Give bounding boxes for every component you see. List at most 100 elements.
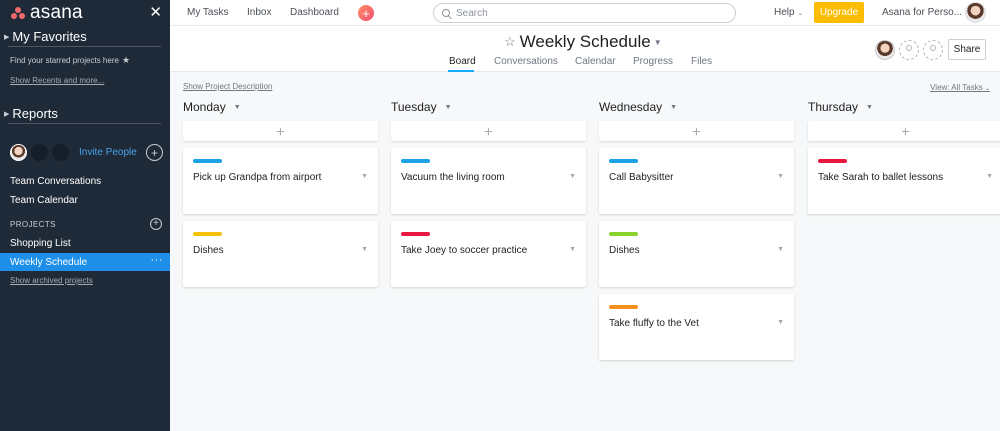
chevron-down-icon[interactable]: ▼ bbox=[986, 173, 993, 180]
sidebar: asana ✕ ▶ My Favorites Find your starred… bbox=[0, 0, 170, 431]
chevron-down-icon[interactable]: ▼ bbox=[361, 246, 368, 253]
favorites-hint-text: Find your starred projects here bbox=[10, 56, 119, 65]
task-card[interactable]: Take Sarah to ballet lessons ▼ bbox=[808, 148, 1000, 214]
caret-icon: ▶ bbox=[4, 33, 10, 41]
sidebar-item-weekly-schedule[interactable]: Weekly Schedule ··· bbox=[0, 253, 170, 271]
avatar[interactable] bbox=[10, 143, 27, 161]
active-tab-indicator bbox=[448, 70, 474, 72]
task-title: Pick up Grandpa from airport bbox=[193, 172, 322, 183]
chevron-down-icon[interactable]: ▼ bbox=[569, 173, 576, 180]
star-icon: ★ bbox=[121, 55, 131, 65]
person-icon bbox=[930, 45, 936, 51]
task-card[interactable]: Vacuum the living room ▼ bbox=[391, 148, 586, 214]
invite-people-link[interactable]: Invite People bbox=[79, 146, 137, 158]
view-filter[interactable]: View: All Tasks ⌄ bbox=[930, 83, 990, 92]
add-project-plus-icon[interactable]: + bbox=[150, 218, 162, 230]
search-icon bbox=[442, 9, 450, 17]
tab-files[interactable]: Files bbox=[691, 56, 713, 67]
tab-calendar[interactable]: Calendar bbox=[575, 56, 616, 67]
task-card[interactable]: Call Babysitter ▼ bbox=[599, 148, 794, 214]
logo-text: asana bbox=[30, 2, 83, 23]
add-task-button[interactable]: + bbox=[183, 121, 378, 141]
task-card[interactable]: Take Joey to soccer practice ▼ bbox=[391, 221, 586, 287]
chevron-down-icon[interactable]: ▼ bbox=[777, 173, 784, 180]
board-column: Wednesday ▼ + Call Babysitter ▼ Dishes ▼ Take f… bbox=[599, 98, 794, 360]
search-input[interactable] bbox=[456, 7, 716, 19]
chevron-down-icon[interactable]: ▼ bbox=[866, 103, 873, 111]
task-title: Call Babysitter bbox=[609, 172, 674, 183]
chevron-down-icon[interactable]: ▼ bbox=[653, 37, 662, 47]
sidebar-item-label: Weekly Schedule bbox=[10, 256, 88, 268]
star-icon[interactable]: ☆ bbox=[504, 34, 516, 49]
search-bar[interactable] bbox=[433, 3, 736, 23]
add-member-icon[interactable] bbox=[899, 40, 919, 60]
favorites-header[interactable]: ▶ My Favorites bbox=[4, 29, 87, 44]
sidebar-item-team-calendar[interactable]: Team Calendar bbox=[10, 195, 78, 206]
chevron-down-icon: ⌄ bbox=[984, 86, 990, 92]
sidebar-item-team-conversations[interactable]: Team Conversations bbox=[10, 176, 102, 187]
tag-color-bar bbox=[609, 305, 638, 309]
tag-color-bar bbox=[818, 159, 847, 163]
task-title: Dishes bbox=[609, 245, 640, 256]
task-card[interactable]: Take fluffy to the Vet ▼ bbox=[599, 294, 794, 360]
tag-color-bar bbox=[193, 159, 222, 163]
chevron-down-icon[interactable]: ▼ bbox=[670, 103, 678, 111]
column-header[interactable]: Tuesday ▼ bbox=[391, 98, 586, 116]
chevron-down-icon[interactable]: ▼ bbox=[569, 246, 576, 253]
nav-dashboard[interactable]: Dashboard bbox=[290, 7, 339, 18]
tab-board[interactable]: Board bbox=[449, 56, 476, 67]
show-recents-link[interactable]: Show Recents and more... bbox=[10, 76, 105, 85]
add-task-button[interactable]: + bbox=[599, 121, 794, 141]
column-title: Wednesday bbox=[599, 100, 663, 114]
quick-add-plus-icon[interactable]: + bbox=[358, 5, 374, 21]
close-icon[interactable]: ✕ bbox=[149, 4, 162, 21]
task-title: Take fluffy to the Vet bbox=[609, 318, 699, 329]
member-avatar[interactable] bbox=[875, 40, 895, 60]
tag-color-bar bbox=[609, 232, 638, 236]
avatar-placeholder[interactable] bbox=[52, 143, 69, 161]
show-archived-link[interactable]: Show archived projects bbox=[10, 276, 93, 285]
column-header[interactable]: Wednesday ▼ bbox=[599, 98, 794, 116]
task-title: Take Joey to soccer practice bbox=[401, 245, 528, 256]
org-switcher[interactable]: Asana for Perso... bbox=[882, 7, 963, 18]
project-title[interactable]: Weekly Schedule bbox=[519, 32, 651, 51]
asana-logo[interactable]: asana bbox=[10, 2, 83, 23]
column-title: Tuesday bbox=[391, 100, 437, 114]
upgrade-button[interactable]: Upgrade bbox=[814, 2, 864, 23]
team-members-row: Invite People bbox=[10, 143, 162, 161]
tag-color-bar bbox=[401, 159, 430, 163]
chevron-down-icon[interactable]: ▼ bbox=[777, 246, 784, 253]
task-card[interactable]: Dishes ▼ bbox=[599, 221, 794, 287]
tag-color-bar bbox=[401, 232, 430, 236]
add-task-button[interactable]: + bbox=[391, 121, 586, 141]
task-card[interactable]: Dishes ▼ bbox=[183, 221, 378, 287]
add-task-button[interactable]: + bbox=[808, 121, 1000, 141]
project-title-row: ☆ Weekly Schedule ▼ bbox=[504, 32, 662, 52]
chevron-down-icon[interactable]: ▼ bbox=[233, 103, 241, 111]
avatar-placeholder[interactable] bbox=[31, 143, 48, 161]
task-card[interactable]: Pick up Grandpa from airport ▼ bbox=[183, 148, 378, 214]
tab-progress[interactable]: Progress bbox=[633, 56, 674, 67]
more-icon[interactable]: ··· bbox=[150, 254, 163, 266]
share-button[interactable]: Share bbox=[948, 39, 986, 60]
add-member-icon[interactable] bbox=[923, 40, 943, 60]
chevron-down-icon[interactable]: ▼ bbox=[777, 319, 784, 326]
user-avatar[interactable] bbox=[965, 2, 986, 23]
sidebar-item-shopping-list[interactable]: Shopping List bbox=[10, 238, 71, 249]
show-description-link[interactable]: Show Project Description bbox=[183, 82, 273, 91]
chevron-down-icon: ⌄ bbox=[797, 10, 804, 17]
chevron-down-icon[interactable]: ▼ bbox=[444, 103, 452, 111]
board-column: Thursday ▼ + Take Sarah to ballet lessons ▼ bbox=[808, 98, 1000, 214]
chevron-down-icon[interactable]: ▼ bbox=[361, 173, 368, 180]
help-menu[interactable]: Help ⌄ bbox=[774, 7, 803, 18]
tab-conversations[interactable]: Conversations bbox=[494, 56, 558, 67]
column-header[interactable]: Thursday ▼ bbox=[808, 98, 1000, 116]
column-header[interactable]: Monday ▼ bbox=[183, 98, 378, 116]
reports-header[interactable]: ▶ Reports bbox=[4, 106, 58, 121]
nav-inbox[interactable]: Inbox bbox=[247, 7, 272, 18]
tag-color-bar bbox=[193, 232, 222, 236]
caret-icon: ▶ bbox=[4, 110, 10, 118]
task-title: Dishes bbox=[193, 245, 224, 256]
add-member-plus-icon[interactable]: + bbox=[146, 144, 163, 161]
nav-my-tasks[interactable]: My Tasks bbox=[187, 7, 229, 18]
